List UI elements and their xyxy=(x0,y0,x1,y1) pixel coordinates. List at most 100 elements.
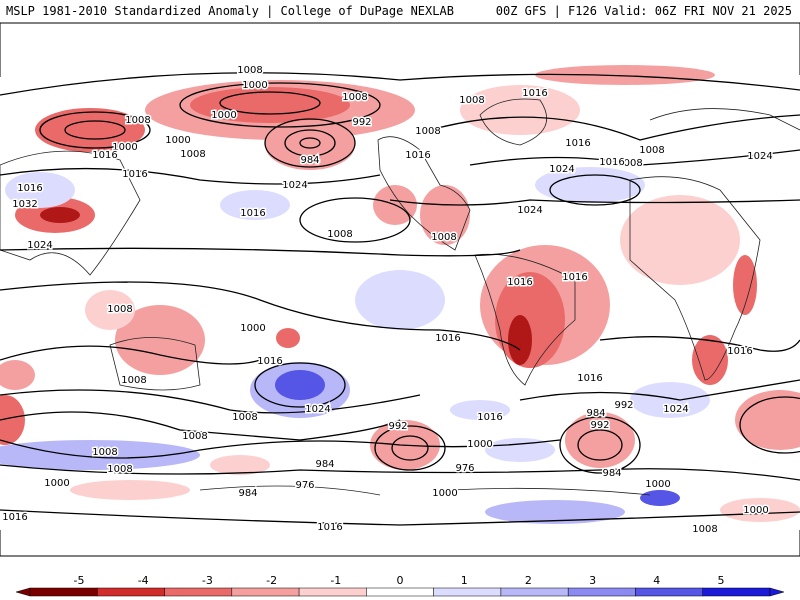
isobar-label: 1000 xyxy=(743,505,768,516)
isobar-label: 992 xyxy=(388,421,407,432)
isobar-label: 1008 xyxy=(182,431,207,442)
isobar-label: 1008 xyxy=(237,65,262,76)
isobar-label: 1016 xyxy=(240,208,265,219)
isobar-label: 984 xyxy=(315,459,334,470)
colorbar-swatch xyxy=(164,587,233,597)
isobar-label: 1008 xyxy=(431,232,456,243)
isobar-line xyxy=(577,429,623,461)
isobar-label: 1016 xyxy=(577,373,602,384)
colorbar-swatch xyxy=(29,587,98,597)
anomaly-shade xyxy=(535,167,645,203)
antarctica-outline xyxy=(199,485,651,496)
isobar-line xyxy=(391,435,429,461)
isobar-label: 984 xyxy=(238,488,257,499)
isobar-line xyxy=(739,396,800,454)
anomaly-shade xyxy=(733,255,757,315)
isobar-label: 1000 xyxy=(240,323,265,334)
isobar-label: 1008 xyxy=(125,115,150,126)
europe-outline xyxy=(649,108,800,131)
anomaly-shade xyxy=(115,305,205,375)
isobars xyxy=(0,72,800,526)
colorbar-tick-label: -4 xyxy=(138,574,149,587)
isobar-label: 1024 xyxy=(282,180,307,191)
colorbar-swatch xyxy=(567,587,636,597)
isobar-label: 1032 xyxy=(12,199,37,210)
isobar-line xyxy=(0,439,561,459)
isobar-line xyxy=(559,416,641,474)
isobar-labels: 1008 1000 1008 1000 1000 1008 1000 992 1016 1008 9… xyxy=(1,64,774,537)
anomaly-shade xyxy=(450,400,510,420)
isobar-label: 1000 xyxy=(242,80,267,91)
isobar-line xyxy=(0,509,800,526)
asia-outline xyxy=(0,150,141,276)
anomaly-shade xyxy=(535,65,715,85)
isobar-label: 1024 xyxy=(747,151,772,162)
anomaly-shade xyxy=(276,328,300,348)
colorbar-tick-label: -2 xyxy=(266,574,277,587)
australia-outline xyxy=(109,337,201,391)
isobar-label: 1008 xyxy=(180,149,205,160)
isobar-label: 1016 xyxy=(562,272,587,283)
anomaly-shade xyxy=(485,500,625,524)
model-run-info: 00Z GFS | F126 Valid: 06Z FRI NOV 21 202… xyxy=(495,4,792,18)
isobar-line xyxy=(0,411,401,441)
colorbar-tick-label: -3 xyxy=(202,574,213,587)
isobar-label: 1008 xyxy=(232,412,257,423)
anomaly-shade xyxy=(70,480,190,500)
isobar-label: 1016 xyxy=(257,356,282,367)
anomaly-shade xyxy=(0,395,25,445)
anomaly-shade xyxy=(720,498,800,522)
isobar-label: 1008 xyxy=(692,524,717,535)
colorbar-swatch xyxy=(298,587,367,597)
anomaly-shade xyxy=(0,440,200,470)
anomaly-shade xyxy=(35,108,145,152)
isobar-line xyxy=(0,281,521,351)
isobar-label: 1016 xyxy=(2,512,27,523)
isobar-label: 1016 xyxy=(435,333,460,344)
isobar-label: 1008 xyxy=(107,304,132,315)
anomaly-shade xyxy=(420,185,470,245)
isobar-label: 1016 xyxy=(507,277,532,288)
isobar-label: 1016 xyxy=(405,150,430,161)
colorbar-swatch xyxy=(433,587,502,597)
isobar-label: 1024 xyxy=(549,164,574,175)
isobar-line xyxy=(0,345,261,365)
colorbar-tick-label: 1 xyxy=(461,574,468,587)
isobar-label: 1000 xyxy=(44,478,69,489)
colorbar-swatch xyxy=(231,587,300,597)
isobar-label: 1008 xyxy=(617,158,642,169)
isobar-line xyxy=(264,118,356,168)
isobar-label: 976 xyxy=(455,463,474,474)
isobar-label: 1000 xyxy=(165,135,190,146)
colorbar-swatch xyxy=(97,587,165,597)
anomaly-shade xyxy=(692,335,728,385)
colorbar-tick-label: 4 xyxy=(653,574,660,587)
colorbar-tick-label: 5 xyxy=(718,574,725,587)
isobar-line xyxy=(0,464,800,481)
isobar-line xyxy=(179,82,381,128)
isobar-label: 1008 xyxy=(327,229,352,240)
isobar-label: 1016 xyxy=(122,169,147,180)
isobar-label: 1000 xyxy=(432,488,457,499)
anomaly-shade xyxy=(630,382,710,418)
isobar-line xyxy=(389,199,800,206)
isobar-line xyxy=(299,137,321,149)
isobar-label: 1008 xyxy=(415,126,440,137)
isobar-line xyxy=(0,247,521,257)
isobar-label: 984 xyxy=(586,408,605,419)
isobar-label: 1024 xyxy=(517,205,542,216)
anomaly-shade xyxy=(0,360,35,390)
isobar-label: 984 xyxy=(602,468,621,479)
north-america-outline xyxy=(377,136,471,251)
colorbar-ticks: -5 -4 -3 -2 -1 0 1 2 3 4 5 xyxy=(74,574,725,587)
greenland-outline xyxy=(479,98,548,146)
colorbar-tick-label: -5 xyxy=(74,574,85,587)
isobar-line xyxy=(299,197,411,243)
anomaly-shade xyxy=(460,85,580,135)
colorbar-swatch xyxy=(702,587,771,597)
colorbar-extend-high xyxy=(769,587,785,597)
isobar-line xyxy=(374,425,446,471)
isobar-label: 1008 xyxy=(107,464,132,475)
isobar-label: 1016 xyxy=(522,88,547,99)
